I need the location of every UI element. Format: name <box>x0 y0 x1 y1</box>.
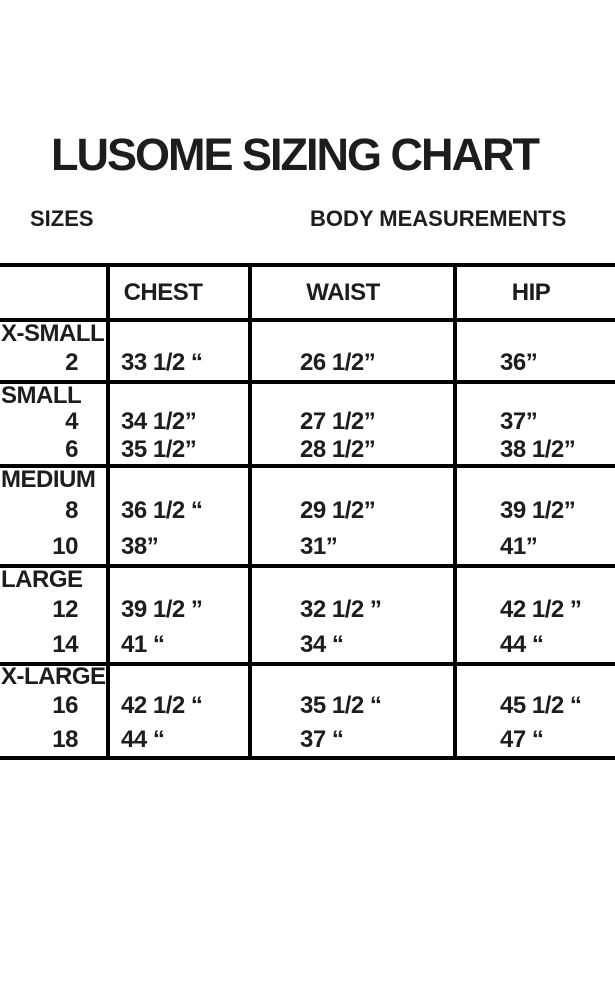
size-number: 12 <box>52 596 78 623</box>
sizes-heading: SIZES <box>30 206 94 231</box>
size-number: 4 <box>65 408 78 435</box>
waist-value: 28 1/2” <box>248 436 455 466</box>
table-row: 10 38” 31” 41” <box>0 529 615 566</box>
size-number: 10 <box>52 532 78 560</box>
hip-value: 42 1/2 ” <box>453 592 615 628</box>
sizing-table: CHEST WAIST HIP X-SMALL 2 33 1/2 “ 26 1/… <box>0 263 615 760</box>
body-measurements-heading: BODY MEASUREMENTS <box>310 206 567 231</box>
hip-value: 39 1/2” <box>453 492 615 529</box>
chest-value: 41 “ <box>106 628 250 664</box>
table-row: 8 36 1/2 “ 29 1/2” 39 1/2” <box>0 492 615 529</box>
hip-value: 44 “ <box>453 628 615 664</box>
table-row: 16 42 1/2 “ 35 1/2 “ 45 1/2 “ <box>0 688 615 723</box>
table-row: 18 44 “ 37 “ 47 “ <box>0 723 615 758</box>
table-header-row: CHEST WAIST HIP <box>0 265 615 320</box>
size-label: LARGE <box>1 566 83 593</box>
section-x-small: X-SMALL 2 33 1/2 “ 26 1/2” 36” <box>0 320 615 382</box>
empty-cell <box>453 320 615 346</box>
size-number: 14 <box>52 631 78 658</box>
size-number: 8 <box>65 496 78 524</box>
hip-value: 38 1/2” <box>453 436 615 466</box>
table-row: 12 39 1/2 ” 32 1/2 ” 42 1/2 ” <box>0 592 615 628</box>
waist-value: 27 1/2” <box>248 408 455 436</box>
size-number: 2 <box>65 349 78 376</box>
chest-value: 34 1/2” <box>106 408 250 436</box>
chest-value: 42 1/2 “ <box>106 688 250 723</box>
section-large: LARGE 12 39 1/2 ” 32 1/2 ” 42 1/2 ” 14 4… <box>0 566 615 664</box>
column-header-waist: WAIST <box>248 265 455 320</box>
column-header-hip: HIP <box>453 265 615 320</box>
waist-value: 34 “ <box>248 628 455 664</box>
hip-value: 45 1/2 “ <box>453 688 615 723</box>
section-label-row: X-SMALL <box>0 320 615 346</box>
chest-value: 35 1/2” <box>106 436 250 466</box>
header-cell-sizes-empty <box>0 265 108 320</box>
empty-cell <box>453 382 615 408</box>
hip-value: 47 “ <box>453 723 615 758</box>
chest-value: 33 1/2 “ <box>106 346 250 382</box>
column-header-chest: CHEST <box>106 265 250 320</box>
size-label: X-SMALL <box>1 320 105 347</box>
chest-value: 36 1/2 “ <box>106 492 250 529</box>
table-row: 6 35 1/2” 28 1/2” 38 1/2” <box>0 436 615 466</box>
size-label: SMALL <box>1 382 82 409</box>
waist-value: 32 1/2 ” <box>248 592 455 628</box>
waist-value: 37 “ <box>248 723 455 758</box>
empty-cell <box>106 466 250 492</box>
section-label-row: MEDIUM <box>0 466 615 492</box>
section-medium: MEDIUM 8 36 1/2 “ 29 1/2” 39 1/2” 10 38”… <box>0 466 615 566</box>
size-number: 18 <box>52 725 78 753</box>
hip-value: 37” <box>453 408 615 436</box>
empty-cell <box>248 566 455 592</box>
waist-value: 29 1/2” <box>248 492 455 529</box>
section-small: SMALL 4 34 1/2” 27 1/2” 37” 6 35 1/2” 28… <box>0 382 615 466</box>
waist-value: 26 1/2” <box>248 346 455 382</box>
hip-value: 41” <box>453 529 615 566</box>
waist-value: 31” <box>248 529 455 566</box>
table-row: 14 41 “ 34 “ 44 “ <box>0 628 615 664</box>
hip-value: 36” <box>453 346 615 382</box>
empty-cell <box>453 566 615 592</box>
table-row: 2 33 1/2 “ 26 1/2” 36” <box>0 346 615 382</box>
empty-cell <box>106 320 250 346</box>
section-label-row: LARGE <box>0 566 615 592</box>
section-label-row: SMALL <box>0 382 615 408</box>
empty-cell <box>106 664 250 688</box>
section-x-large: X-LARGE 16 42 1/2 “ 35 1/2 “ 45 1/2 “ 18… <box>0 664 615 758</box>
empty-cell <box>453 664 615 688</box>
chest-value: 38” <box>106 529 250 566</box>
empty-cell <box>248 320 455 346</box>
empty-cell <box>106 382 250 408</box>
size-label: MEDIUM <box>1 466 96 493</box>
chest-value: 44 “ <box>106 723 250 758</box>
section-label-row: X-LARGE <box>0 663 615 690</box>
empty-cell <box>453 466 615 492</box>
size-label: X-LARGE <box>1 663 106 690</box>
empty-cell <box>248 382 455 408</box>
table-row: 4 34 1/2” 27 1/2” 37” <box>0 408 615 436</box>
size-number: 6 <box>65 436 78 463</box>
page-title: LUSOME SIZING CHART <box>51 129 540 180</box>
size-number: 16 <box>52 691 78 719</box>
empty-cell <box>248 664 455 688</box>
chest-value: 39 1/2 ” <box>106 592 250 628</box>
empty-cell <box>106 566 250 592</box>
empty-cell <box>248 466 455 492</box>
waist-value: 35 1/2 “ <box>248 688 455 723</box>
